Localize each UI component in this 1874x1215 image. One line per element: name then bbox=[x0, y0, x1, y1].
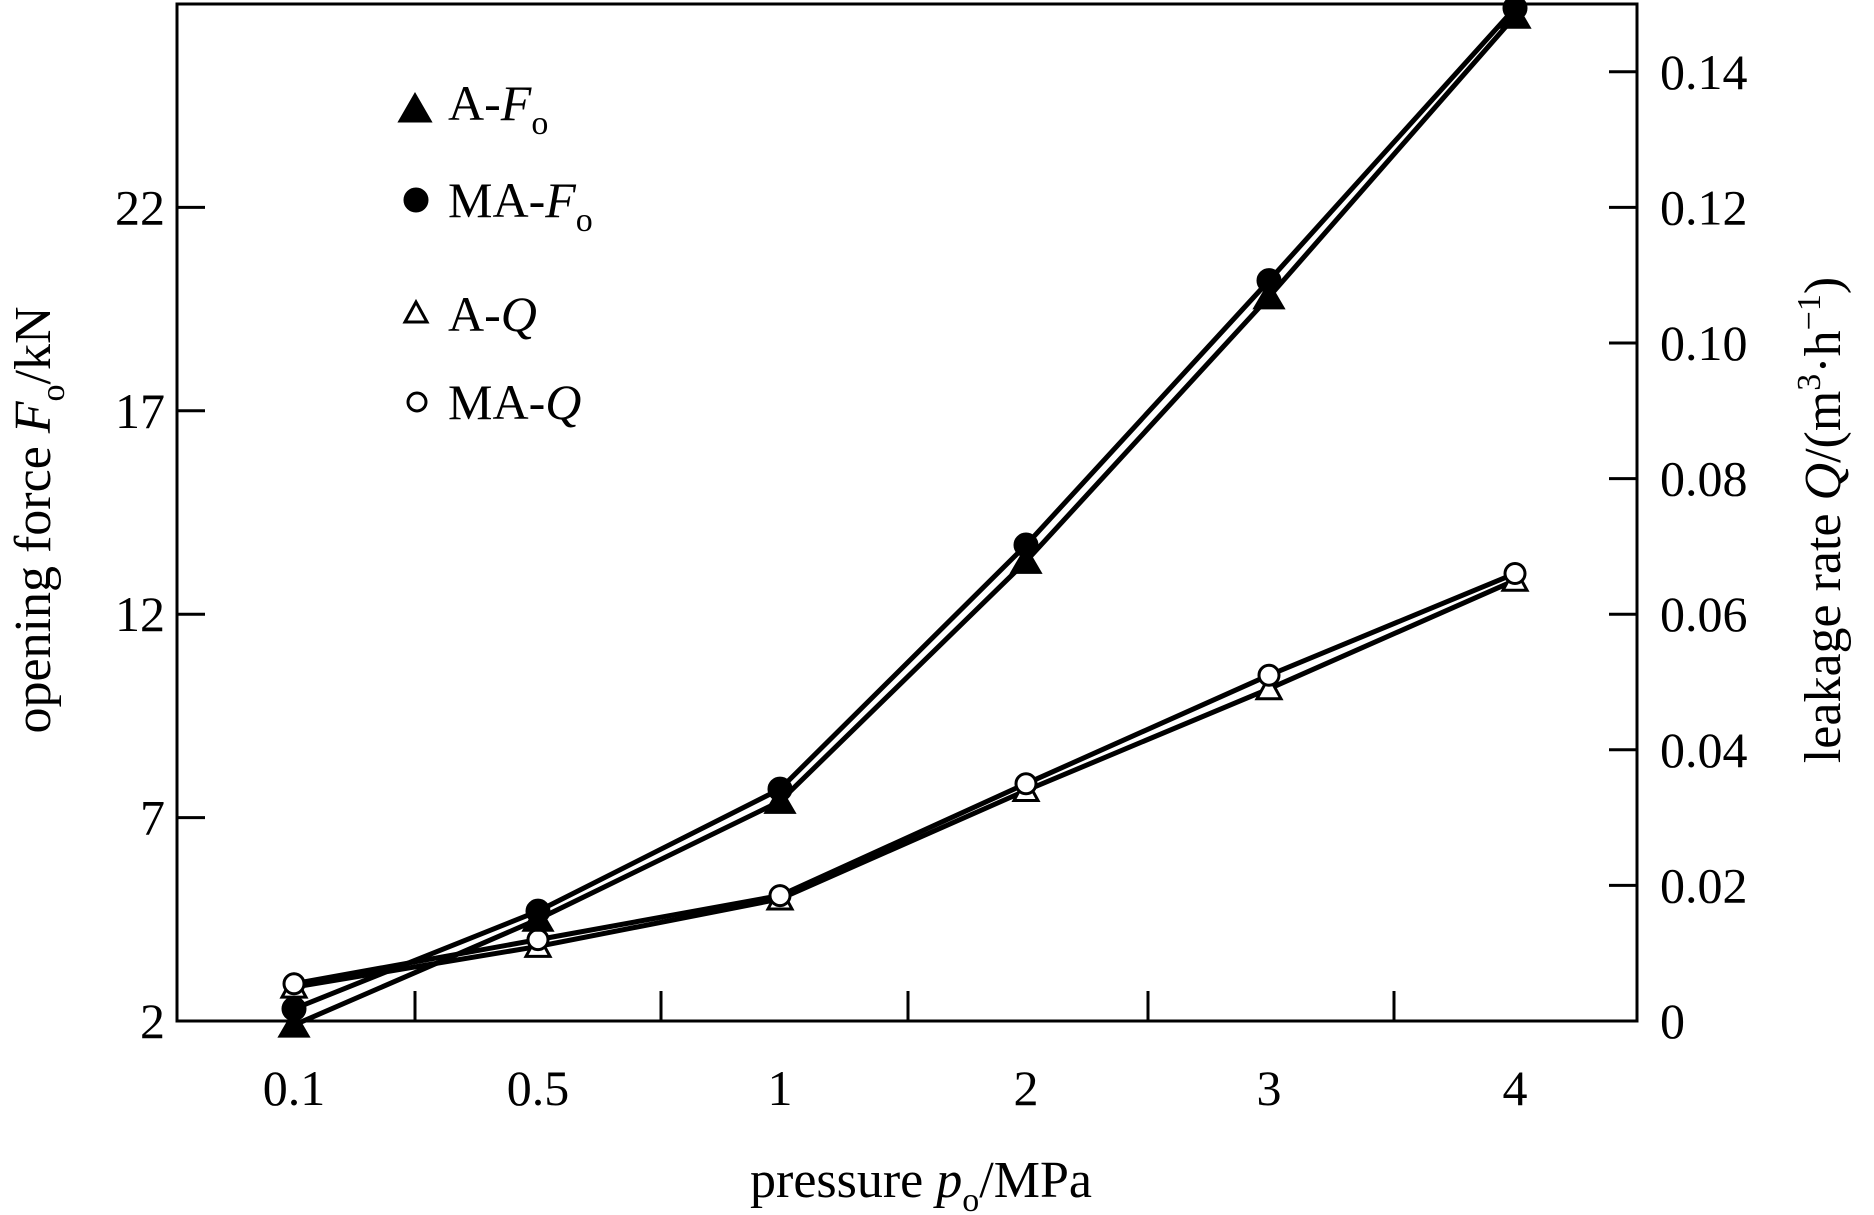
legend-marker-ma-fo bbox=[403, 187, 429, 213]
y-left-axis-title-var: F bbox=[5, 400, 62, 434]
data-point-ma-fo bbox=[281, 996, 307, 1022]
x-tick-label: 0.5 bbox=[507, 1060, 570, 1116]
y-right-axis-title-unit: /(m bbox=[1795, 391, 1852, 463]
y-left-axis-title: opening force Fo/kN bbox=[5, 306, 72, 733]
data-point-a-fo bbox=[277, 1009, 311, 1038]
y-left-axis-ticks: 2 7 12 17 22 bbox=[115, 179, 205, 1049]
y-right-tick-label: 0.02 bbox=[1660, 857, 1748, 913]
y-right-axis-title-close: ) bbox=[1795, 277, 1852, 294]
y-right-tick-label: 0.12 bbox=[1660, 179, 1748, 235]
data-point-ma-q bbox=[1503, 562, 1527, 586]
data-point-a-q bbox=[1254, 673, 1284, 701]
legend-item-a-q: A-Q bbox=[402, 286, 537, 342]
series-line-ma-q bbox=[293, 571, 1516, 987]
series-line-a-fo bbox=[293, 14, 1517, 1028]
data-point-ma-q bbox=[1014, 772, 1038, 796]
data-point-ma-q bbox=[526, 928, 550, 952]
legend-item-ma-q: MA-Q bbox=[406, 374, 581, 430]
y-left-tick-label: 7 bbox=[140, 790, 165, 846]
y-right-tick-label: 0.10 bbox=[1660, 315, 1748, 371]
y-right-axis-title-sup2: −1 bbox=[1791, 294, 1828, 330]
x-tick-label: 3 bbox=[1257, 1060, 1282, 1116]
x-axis-title-sub: o bbox=[962, 1182, 979, 1215]
data-point-ma-fo bbox=[767, 776, 793, 802]
series-line-a-q bbox=[293, 578, 1517, 990]
y-right-tick-label: 0.14 bbox=[1660, 44, 1748, 100]
y-right-tick-label: 0 bbox=[1660, 993, 1685, 1049]
x-tick-label: 1 bbox=[768, 1060, 793, 1116]
data-point-ma-q bbox=[1257, 663, 1281, 687]
x-tick-label: 0.1 bbox=[263, 1060, 326, 1116]
legend-item-a-fo: A-Fo bbox=[397, 75, 548, 142]
y-left-tick-label: 17 bbox=[115, 383, 165, 439]
legend-label-a-q: A-Q bbox=[448, 286, 537, 342]
data-point-a-fo bbox=[1009, 545, 1043, 574]
legend-label-a-fo: A-Fo bbox=[448, 75, 548, 142]
data-point-ma-q bbox=[768, 884, 792, 908]
series-layer bbox=[277, 0, 1532, 1038]
x-axis-title-unit: /MPa bbox=[979, 1152, 1092, 1209]
data-point-ma-fo bbox=[525, 898, 551, 924]
x-axis-title: pressure po/MPa bbox=[750, 1152, 1092, 1215]
data-point-ma-q bbox=[282, 972, 306, 996]
x-axis-title-var: p bbox=[932, 1152, 962, 1209]
y-left-tick-label: 12 bbox=[115, 586, 165, 642]
y-right-axis-title-mid: ·h bbox=[1795, 330, 1852, 373]
data-point-a-fo bbox=[1252, 280, 1286, 310]
legend-marker-a-q bbox=[402, 298, 430, 324]
data-point-ma-fo bbox=[1256, 268, 1282, 294]
x-tick-label: 2 bbox=[1014, 1060, 1039, 1116]
legend: A-Fo MA-Fo A-Q MA-Q bbox=[397, 75, 593, 430]
y-left-tick-label: 22 bbox=[115, 179, 165, 235]
y-right-axis-title-text: leakage rate bbox=[1795, 500, 1852, 763]
y-right-axis-title-sup1: 3 bbox=[1791, 374, 1828, 391]
data-point-ma-fo bbox=[1013, 532, 1039, 558]
y-right-tick-label: 0.06 bbox=[1660, 586, 1748, 642]
y-right-axis-ticks: 0 0.02 0.04 0.06 0.08 0.10 0.12 0.14 bbox=[1609, 44, 1748, 1049]
legend-marker-a-fo bbox=[397, 91, 433, 123]
plot-frame bbox=[175, 2, 1639, 1023]
y-right-tick-label: 0.04 bbox=[1660, 722, 1748, 778]
data-point-ma-fo bbox=[1502, 0, 1528, 21]
series-line-ma-fo bbox=[293, 6, 1517, 1012]
y-right-axis-title-var: Q bbox=[1795, 463, 1852, 501]
x-axis-title-text: pressure bbox=[750, 1152, 923, 1209]
x-axis-ticks: 0.1 0.5 1 2 3 4 bbox=[263, 991, 1528, 1116]
y-left-tick-label: 2 bbox=[140, 993, 165, 1049]
x-tick-label: 4 bbox=[1503, 1060, 1528, 1116]
y-left-axis-title-sub: o bbox=[35, 384, 72, 401]
y-right-tick-label: 0.08 bbox=[1660, 451, 1748, 507]
y-left-axis-title-unit: /kN bbox=[5, 306, 62, 384]
legend-label-ma-fo: MA-Fo bbox=[448, 172, 593, 239]
y-left-axis-title-text: opening force bbox=[5, 433, 62, 733]
legend-label-ma-q: MA-Q bbox=[448, 374, 581, 430]
legend-item-ma-fo: MA-Fo bbox=[403, 172, 593, 239]
legend-marker-ma-q bbox=[406, 391, 428, 413]
y-right-axis-title: leakage rate Q/(m3·h−1) bbox=[1791, 277, 1852, 763]
